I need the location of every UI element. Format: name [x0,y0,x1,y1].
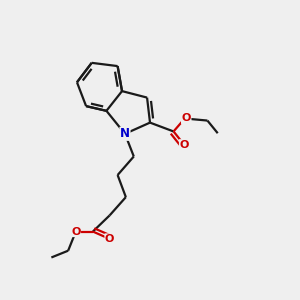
Text: N: N [120,127,130,140]
Text: O: O [105,234,114,244]
Text: O: O [179,140,189,150]
Text: O: O [71,226,80,237]
Text: O: O [182,113,191,124]
